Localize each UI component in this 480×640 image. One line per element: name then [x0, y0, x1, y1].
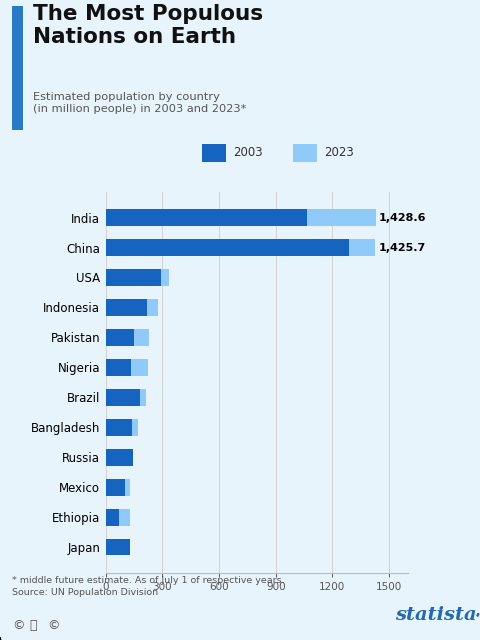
- Text: * middle future estimate. As of July 1 of respective years.
Source: UN Populatio: * middle future estimate. As of July 1 o…: [12, 576, 285, 597]
- Text: 2023: 2023: [324, 147, 354, 159]
- Bar: [106, 419, 138, 436]
- Text: 1,428.6: 1,428.6: [379, 212, 427, 223]
- Bar: [106, 449, 132, 465]
- Text: The Most Populous
Nations on Earth: The Most Populous Nations on Earth: [33, 4, 263, 47]
- Bar: [106, 479, 130, 495]
- Bar: [106, 389, 146, 406]
- Text: ©: ©: [12, 619, 25, 632]
- Bar: [106, 419, 132, 436]
- Bar: [106, 269, 169, 285]
- Bar: [293, 144, 317, 161]
- Bar: [106, 359, 131, 376]
- Bar: [106, 509, 119, 525]
- Bar: [106, 300, 158, 316]
- Bar: [106, 269, 161, 285]
- Bar: [106, 329, 149, 346]
- Text: 2003: 2003: [233, 147, 263, 159]
- Bar: [106, 389, 140, 406]
- Bar: [106, 479, 125, 495]
- Bar: [106, 359, 148, 376]
- Bar: [12, 6, 23, 129]
- Bar: [106, 239, 349, 256]
- Bar: [106, 539, 130, 556]
- Bar: [106, 449, 133, 465]
- Text: statista: statista: [395, 606, 476, 624]
- Bar: [106, 209, 308, 226]
- Text: Estimated population by country
(in million people) in 2003 and 2023*: Estimated population by country (in mill…: [33, 92, 246, 115]
- Text: ©: ©: [47, 619, 60, 632]
- Bar: [106, 300, 147, 316]
- Bar: [106, 509, 130, 525]
- Bar: [106, 539, 129, 556]
- FancyArrowPatch shape: [478, 614, 479, 616]
- Text: ⓘ: ⓘ: [30, 619, 37, 632]
- Bar: [106, 239, 375, 256]
- Bar: [106, 329, 133, 346]
- Text: 1,425.7: 1,425.7: [378, 243, 426, 253]
- Bar: [202, 144, 226, 161]
- Bar: [106, 209, 376, 226]
